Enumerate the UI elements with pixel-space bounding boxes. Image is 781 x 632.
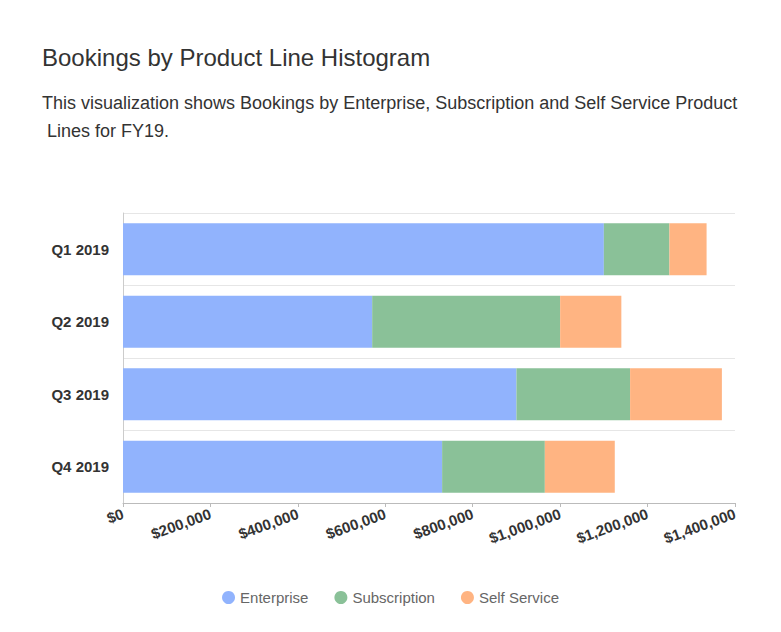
- svg-text:$200,000: $200,000: [149, 505, 214, 542]
- svg-text:Q1 2019: Q1 2019: [51, 241, 109, 258]
- svg-text:Self Service: Self Service: [479, 589, 559, 606]
- svg-text:$1,400,000: $1,400,000: [662, 505, 738, 547]
- svg-text:Subscription: Subscription: [352, 589, 435, 606]
- svg-text:Q3 2019: Q3 2019: [51, 386, 109, 403]
- svg-text:$0: $0: [104, 505, 125, 527]
- svg-text:$400,000: $400,000: [236, 505, 301, 542]
- svg-text:$800,000: $800,000: [411, 505, 476, 542]
- svg-text:Q2 2019: Q2 2019: [51, 313, 109, 330]
- svg-text:Enterprise: Enterprise: [240, 589, 308, 606]
- svg-text:This visualization shows Booki: This visualization shows Bookings by Ent…: [42, 93, 737, 113]
- svg-text:Bookings by Product Line Histo: Bookings by Product Line Histogram: [42, 44, 430, 71]
- svg-text:Lines for FY19.: Lines for FY19.: [42, 121, 169, 141]
- svg-text:$600,000: $600,000: [324, 505, 389, 542]
- svg-text:Q4 2019: Q4 2019: [51, 458, 109, 475]
- svg-text:$1,200,000: $1,200,000: [574, 505, 650, 547]
- svg-text:$1,000,000: $1,000,000: [487, 505, 563, 547]
